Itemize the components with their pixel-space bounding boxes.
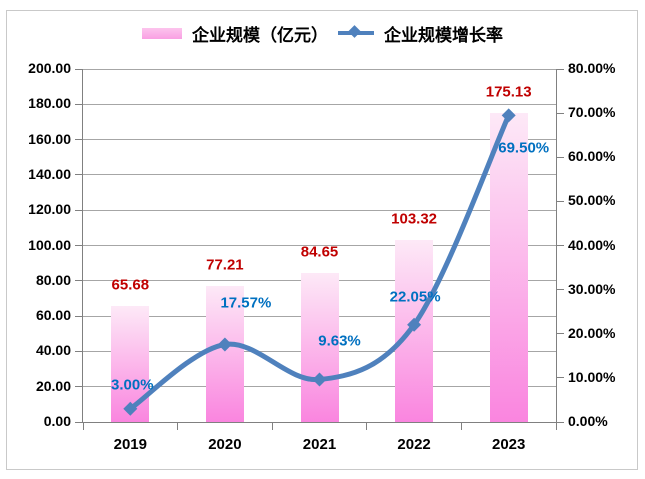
left-axis-tick [75,209,83,211]
y-axis-left-line [82,69,83,422]
x-axis-line [83,422,556,423]
bar-value-label: 65.68 [111,276,150,294]
right-axis-tick-label: 60.00% [568,148,616,165]
left-axis-tick-label: 20.00 [35,377,71,394]
left-axis-tick [75,68,83,70]
left-axis-tick-label: 200.00 [28,60,71,76]
right-axis-tick [556,68,564,70]
growth-line-layer [123,108,516,416]
bar-value-label: 103.32 [391,210,438,228]
left-axis-tick [75,103,83,105]
y-axis-right-line [556,69,557,422]
right-axis-tick-label: 40.00% [568,236,616,253]
gridline [83,174,556,176]
left-axis-tick [75,245,83,246]
x-axis-category-label: 2021 [302,436,337,453]
right-axis-tick [556,245,564,246]
right-axis-tick [556,333,564,335]
line-marker-diamond-icon [123,401,138,416]
x-axis-category-label: 2019 [113,436,147,453]
right-axis-tick [556,200,564,202]
growth-value-label: 22.05% [389,288,441,306]
legend: 企业规模（亿元） 企业规模增长率 [0,20,645,46]
x-axis-tick [177,422,179,430]
gridline [83,68,556,70]
x-axis-tick [460,422,462,430]
left-axis-tick [75,280,83,282]
left-axis-tick [75,174,83,176]
right-axis-tick [556,156,564,158]
right-axis-tick-label: 20.00% [568,324,616,341]
x-axis-tick [555,422,557,430]
right-axis-tick [556,112,564,114]
right-axis-tick-label: 0.00% [568,413,608,429]
left-axis-tick [75,421,83,423]
line-marker-diamond-icon [217,337,232,352]
gridline [83,103,556,105]
x-axis-category-label: 2023 [492,436,526,453]
right-axis-tick-label: 30.00% [568,280,616,297]
right-axis-tick [556,421,564,423]
line-marker-diamond-icon [501,108,516,123]
bar-2020 [205,285,244,422]
left-axis-tick [75,386,83,388]
bar-2021 [300,272,339,422]
left-axis-tick-label: 0.00 [43,413,71,429]
bar-series-legend-label: 企业规模（亿元） [192,25,328,45]
bar-2023 [489,112,528,422]
left-axis-tick-label: 120.00 [28,201,71,218]
line-series-sample [338,25,374,40]
line-marker-diamond-icon [407,317,422,332]
growth-line [127,112,512,412]
right-axis-tick [556,377,564,379]
left-axis-tick-label: 40.00 [35,342,71,359]
left-axis-tick-label: 100.00 [28,236,71,253]
x-axis-tick [82,422,84,430]
x-axis-tick [271,422,273,430]
x-axis-tick [366,422,368,430]
right-axis-tick-label: 10.00% [568,368,616,385]
x-axis-category-label: 2020 [208,436,242,453]
left-axis-tick [75,315,83,317]
left-axis-tick [75,139,83,141]
left-axis-tick-label: 180.00 [28,95,71,112]
left-axis-tick-label: 160.00 [28,130,71,147]
growth-value-label: 17.57% [220,294,272,312]
left-axis-tick [75,350,83,352]
right-axis-tick [556,289,564,291]
line-series-legend-label: 企业规模增长率 [384,25,503,45]
left-axis-tick-label: 60.00 [35,307,71,324]
bar-value-label: 84.65 [300,243,339,261]
gridline [83,209,556,211]
right-axis-tick-label: 70.00% [568,104,616,121]
right-axis-tick-label: 50.00% [568,192,616,209]
growth-value-label: 9.63% [318,332,361,349]
x-axis-category-label: 2022 [397,436,431,453]
gridline [83,245,556,246]
growth-value-label: 69.50% [498,139,550,157]
right-axis-tick-label: 80.00% [568,60,616,76]
left-axis-tick-label: 80.00 [35,271,71,288]
line-marker-diamond-icon [312,372,327,387]
bar-series-swatch [142,27,182,39]
bar-value-label: 77.21 [206,256,244,274]
gridline [83,139,556,141]
left-axis-tick-label: 140.00 [28,165,71,182]
bar-value-label: 175.13 [485,83,532,101]
growth-value-label: 3.00% [111,376,154,394]
